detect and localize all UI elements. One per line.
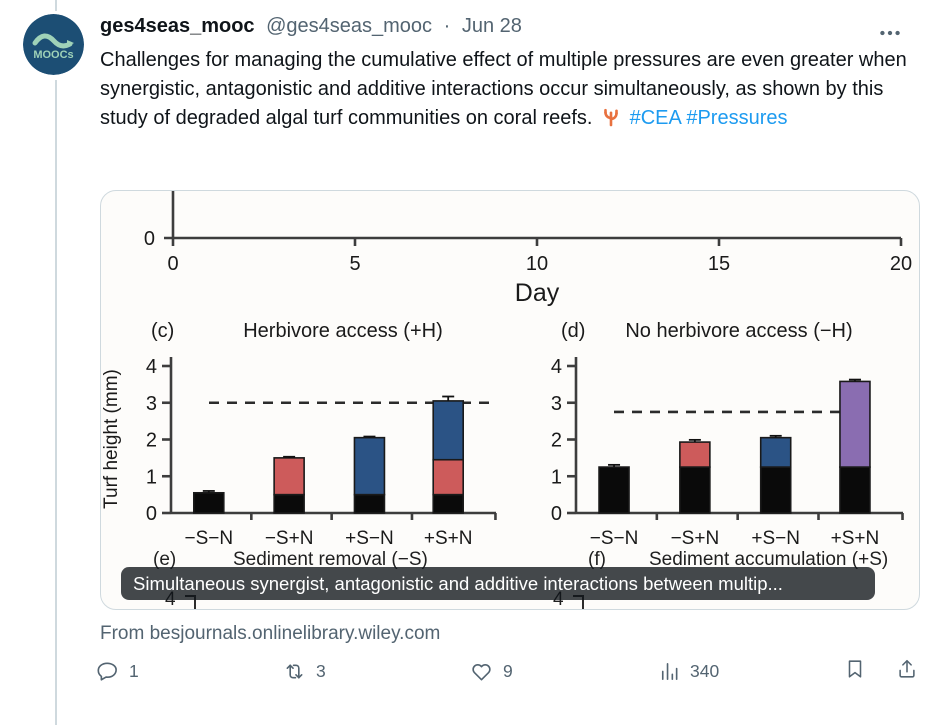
svg-text:+S+N: +S+N xyxy=(831,528,880,549)
like-button[interactable]: 9 xyxy=(470,660,657,683)
svg-text:2: 2 xyxy=(551,430,562,452)
svg-text:0: 0 xyxy=(551,503,562,525)
svg-text:3: 3 xyxy=(551,393,562,415)
svg-text:0: 0 xyxy=(167,253,178,275)
svg-text:1: 1 xyxy=(551,466,562,488)
reply-count: 1 xyxy=(129,661,139,681)
heart-icon xyxy=(472,664,491,681)
svg-text:−S−N: −S−N xyxy=(185,528,234,549)
avatar[interactable]: MOOCs xyxy=(23,14,84,75)
reply-icon xyxy=(97,662,117,681)
svg-text:2: 2 xyxy=(146,430,157,452)
image-caption-badge[interactable]: Simultaneous synergist, antagonistic and… xyxy=(121,567,875,600)
wave-logo-icon xyxy=(32,33,73,49)
timestamp[interactable]: Jun 28 xyxy=(461,15,522,37)
panel-e-title: Sediment removal (−S) xyxy=(233,549,428,570)
svg-text:20: 20 xyxy=(890,253,912,275)
svg-text:5: 5 xyxy=(349,253,360,275)
svg-text:(c): (c) xyxy=(151,320,174,342)
hashtag-pressures[interactable]: #Pressures xyxy=(686,107,788,129)
thread-connector-top xyxy=(55,0,57,11)
retweet-button[interactable]: 3 xyxy=(283,660,470,683)
tweet-text: Challenges for managing the cumulative e… xyxy=(100,46,912,137)
action-bar: 1 3 9 340 xyxy=(96,658,918,685)
hashtag-cea[interactable]: #CEA xyxy=(629,107,681,129)
action-bar-right xyxy=(844,658,918,685)
svg-text:10: 10 xyxy=(526,253,548,275)
svg-text:MOOCs: MOOCs xyxy=(33,49,73,61)
reply-button[interactable]: 1 xyxy=(96,660,283,683)
svg-text:15: 15 xyxy=(708,253,730,275)
user-handle[interactable]: @ges4seas_mooc xyxy=(266,15,433,37)
thread-connector-bottom xyxy=(55,80,57,725)
svg-text:−S+N: −S+N xyxy=(265,528,314,549)
svg-text:+S−N: +S−N xyxy=(345,528,394,549)
svg-text:+S−N: +S−N xyxy=(751,528,800,549)
coral-emoji-icon xyxy=(600,106,622,137)
view-count: 340 xyxy=(690,661,720,681)
card-source-link[interactable]: From besjournals.onlinelibrary.wiley.com xyxy=(100,623,441,644)
svg-text:Herbivore access (+H): Herbivore access (+H) xyxy=(243,320,443,342)
svg-text:3: 3 xyxy=(146,393,157,415)
svg-text:4: 4 xyxy=(146,356,157,378)
svg-text:4: 4 xyxy=(551,356,562,378)
figure-cropped-bottom-row: (e) Sediment removal (−S) (f) Sediment a… xyxy=(101,549,919,609)
share-icon xyxy=(899,659,915,678)
svg-text:Turf height (mm): Turf height (mm) xyxy=(101,369,122,509)
svg-text:0: 0 xyxy=(146,503,157,525)
like-count: 9 xyxy=(503,661,513,681)
figure-top-axis: 00 5 10 15 20 Day xyxy=(144,191,912,307)
bookmark-icon xyxy=(848,660,862,678)
svg-text:0: 0 xyxy=(144,228,155,250)
tweet-header: ges4seas_mooc @ges4seas_mooc · Jun 28 xyxy=(100,15,870,38)
more-menu-button[interactable] xyxy=(877,20,903,51)
svg-text:−S−N: −S−N xyxy=(590,528,639,549)
ellipsis-icon xyxy=(880,30,900,36)
retweet-count: 3 xyxy=(316,661,326,681)
analytics-bars-icon xyxy=(661,663,678,680)
svg-text:1: 1 xyxy=(146,466,157,488)
bookmark-button[interactable] xyxy=(844,658,866,685)
panel-f-label: (f) xyxy=(588,549,606,570)
tweet-body: Challenges for managing the cumulative e… xyxy=(100,49,907,129)
share-button[interactable] xyxy=(896,658,918,685)
svg-text:−S+N: −S+N xyxy=(671,528,720,549)
svg-text:Day: Day xyxy=(515,279,560,307)
svg-text:(d): (d) xyxy=(561,320,585,342)
panel-e-label: (e) xyxy=(153,549,177,570)
figure-panel-c: (c) Herbivore access (+H) 0 1 2 3 4 −S−N −S+N +S−… xyxy=(101,320,497,549)
display-name[interactable]: ges4seas_mooc xyxy=(100,15,255,37)
svg-text:No herbivore access (−H): No herbivore access (−H) xyxy=(625,320,852,342)
header-separator: · xyxy=(443,15,451,37)
views-button[interactable]: 340 xyxy=(657,660,844,683)
retweet-icon xyxy=(286,664,303,679)
panel-f-title: Sediment accumulation (+S) xyxy=(649,549,889,570)
svg-text:+S+N: +S+N xyxy=(424,528,473,549)
tweet-media-image[interactable]: 0 0 5 10 15 20 Day (c) Herbivore access (+H) 0 1 2… xyxy=(100,190,920,610)
figure-panel-d: (d) No herbivore access (−H) 0 1 2 3 4 −S−N −S+N… xyxy=(551,320,904,549)
